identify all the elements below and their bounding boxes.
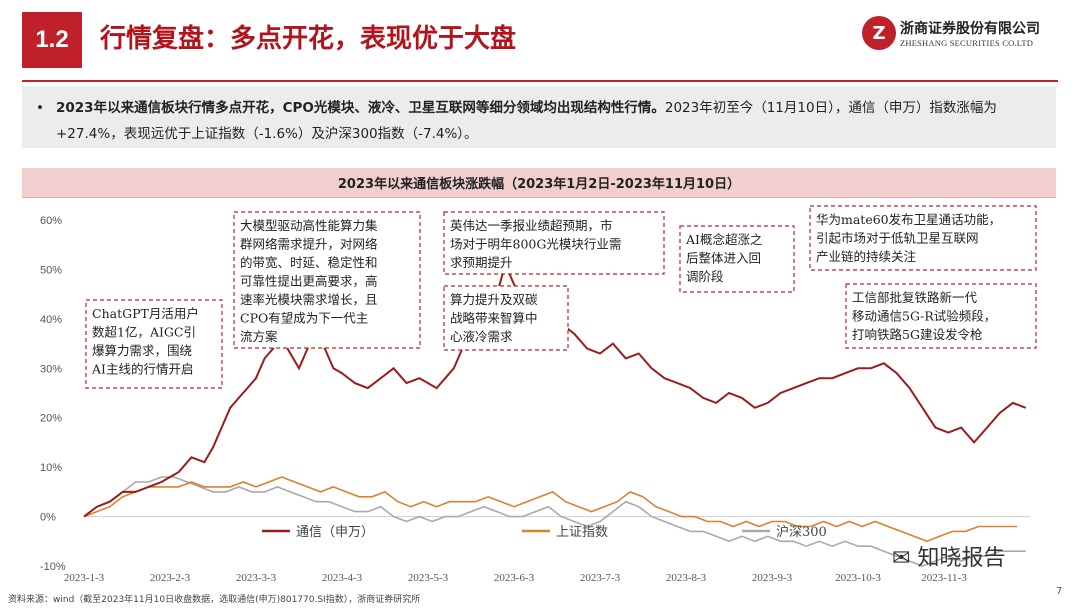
y-tick-label: 10% [40,462,62,474]
summary-box: • 2023年以来通信板块行情多点开花，CPO光模块、液冷、卫星互联网等细分领域… [22,86,1056,148]
annotation-line: 移动通信5G-R试验频段， [852,309,996,324]
annotation-line: 引起市场对于低轨卫星互联网 [816,231,979,246]
company-name-en: ZHESHANG SECURITIES CO.LTD [900,38,1034,48]
legend-label: 通信（申万） [296,525,374,540]
header-divider [22,80,1058,82]
page-title: 行情复盘：多点开花，表现优于大盘 [100,24,517,54]
source-note: 资料来源：wind（截至2023年11月10日收盘数据，选取通信(申万)8017… [8,595,421,605]
annotation-line: 流方案 [240,329,278,344]
company-logo: Z 浙商证券股份有限公司 ZHESHANG SECURITIES CO.LTD [862,14,1062,58]
annotation-line: 群网络需求提升，对网络 [240,237,378,252]
page-number: 7 [1056,586,1063,597]
annotation-box-1: 大模型驱动高性能算力集群网络需求提升，对网络的带宽、时延、稳定性和可靠性提出更高… [233,211,421,349]
section-badge: 1.2 [22,12,82,68]
series-line-2 [83,476,1026,567]
annotation-line: 数超1亿，AIGC引 [92,325,196,340]
y-tick-label: 60% [40,215,62,227]
company-name-cn: 浙商证券股份有限公司 [900,21,1040,37]
x-tick-label: 2023-1-3 [64,572,105,584]
series-line-0 [83,261,1027,518]
watermark: ✉ 知晓报告 [892,540,1005,572]
legend-label: 上证指数 [556,525,608,540]
annotation-line: AI主线的行情开启 [91,362,193,377]
x-tick-label: 2023-8-3 [666,572,707,584]
watermark-text: 知晓报告 [917,546,1006,571]
x-tick-label: 2023-7-3 [580,572,621,584]
x-tick-label: 2023-10-3 [835,572,881,584]
annotation-line: 速率光模块需求增长，且 [240,292,378,307]
x-tick-label: 2023-6-3 [494,572,535,584]
annotation-line: 工信部批复铁路新一代 [852,290,978,305]
legend-label: 沪深300 [776,524,827,540]
x-tick-label: 2023-3-3 [236,572,277,584]
y-tick-label: -10% [40,561,66,573]
annotation-line: 调阶段 [686,269,724,284]
series-line-1 [83,476,1018,543]
annotation-line: ChatGPT月活用户 [92,306,199,321]
annotation-line: 爆算力需求，围绕 [92,343,192,358]
y-tick-label: 20% [40,413,62,425]
y-tick-label: 30% [40,363,62,375]
logo-mark-icon: Z [862,16,896,50]
x-tick-label: 2023-5-3 [408,572,449,584]
x-tick-label: 2023-4-3 [322,572,363,584]
annotation-line: 的带宽、时延、稳定性和 [240,255,378,270]
annotation-line: AI概念超涨之 [685,232,763,247]
annotation-line: 华为mate60发布卫星通话功能， [816,212,1001,227]
summary-bold: 2023年以来通信板块行情多点开花，CPO光模块、液冷、卫星互联网等细分领域均出… [56,100,665,116]
x-tick-label: 2023-11-3 [921,572,967,584]
annotation-line: 产业链的持续关注 [816,249,917,264]
y-tick-label: 0% [40,512,56,524]
summary-text: 2023年初至今（11月10日），通信（申万）指数涨幅为+27.4%，表现远优于… [56,100,997,142]
x-tick-label: 2023-9-3 [752,572,793,584]
annotation-line: 算力提升及双碳 [450,292,538,307]
annotation-line: 英伟达一季报业绩超预期，市 [450,218,613,233]
x-tick-label: 2023-2-3 [150,572,191,584]
y-tick-label: 50% [40,264,62,276]
annotation-line: 大模型驱动高性能算力集 [240,218,378,233]
annotation-line: 场对于明年800G光模块行业需 [450,237,621,252]
annotation-line: 后整体进入回 [686,251,761,266]
chart-title: 2023年以来通信板块涨跌幅（2023年1月2日-2023年11月10日） [22,168,1056,198]
section-number: 1.2 [35,26,69,53]
wechat-icon: ✉ [892,546,911,571]
annotation-line: 求预期提升 [450,255,513,270]
y-tick-label: 40% [40,314,62,326]
annotation-line: 打响铁路5G建设发令枪 [852,327,983,342]
annotation-line: CPO有望成为下一代主 [240,311,368,326]
annotation-line: 战略带来智算中 [450,311,538,326]
bullet-icon: • [36,100,44,116]
annotation-line: 可靠性提出更高要求，高 [240,274,378,289]
annotation-line: 心液冷需求 [450,329,513,344]
